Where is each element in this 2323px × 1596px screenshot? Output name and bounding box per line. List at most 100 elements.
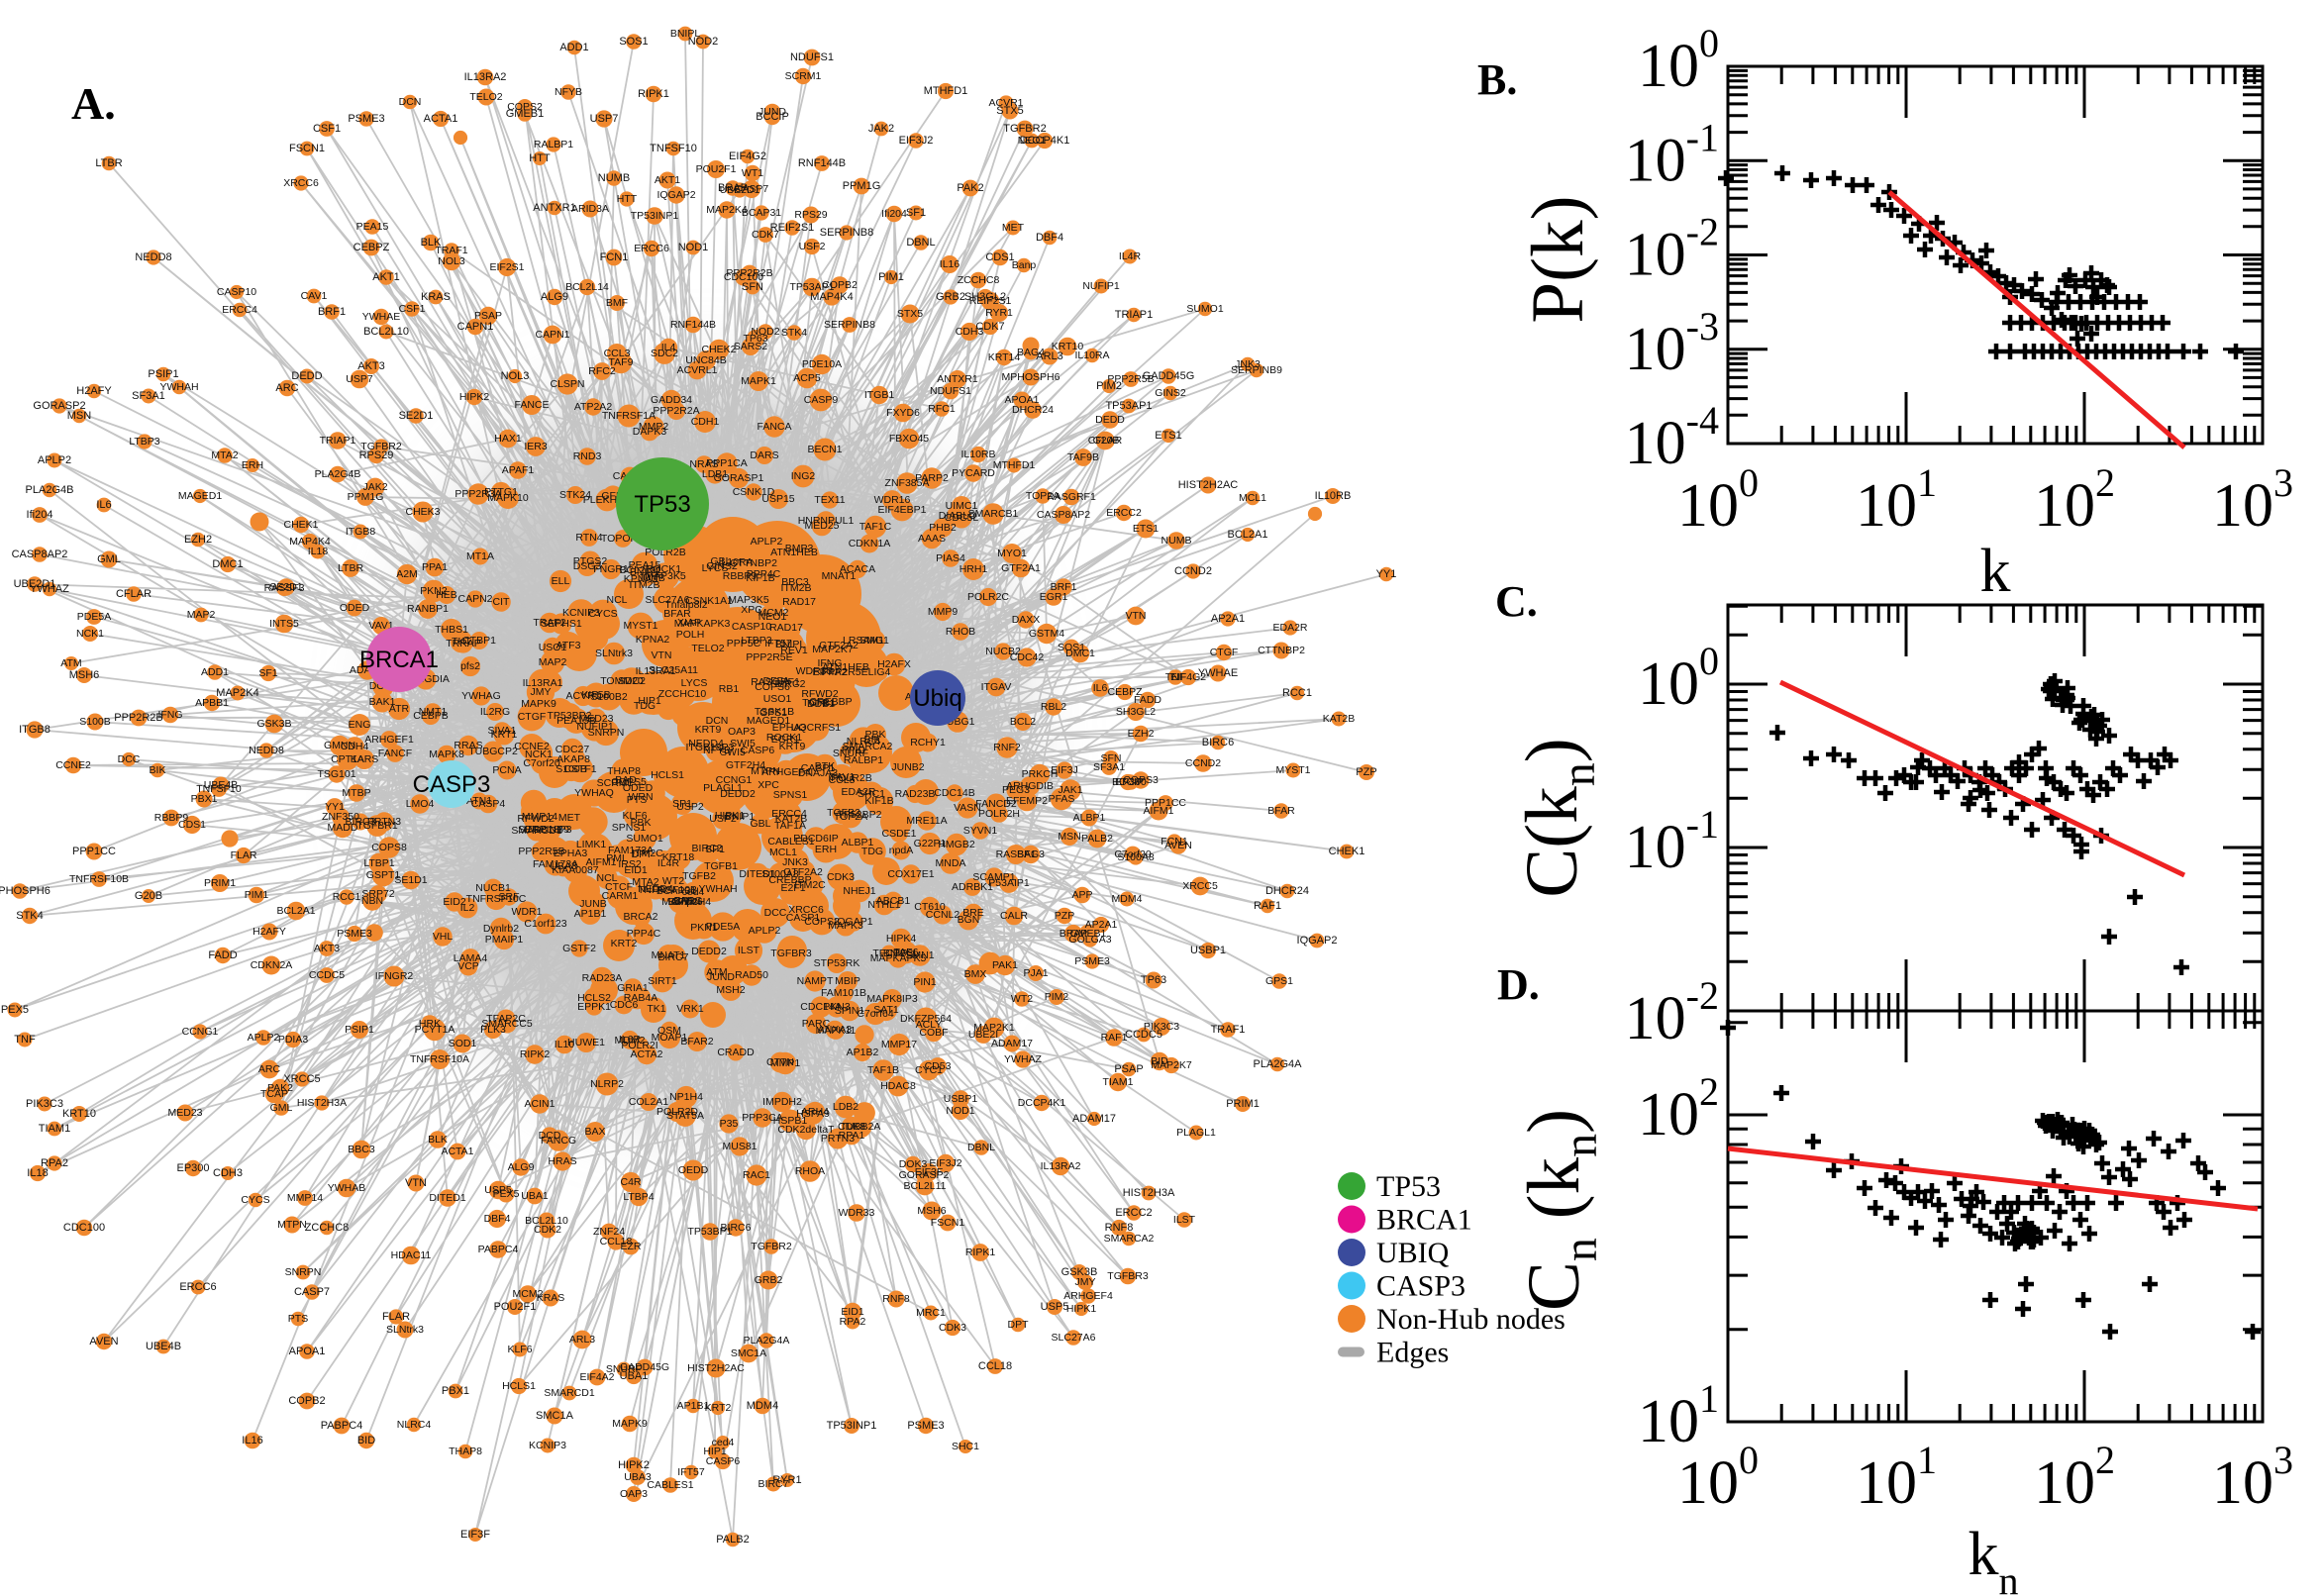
svg-text:PPP1CC: PPP1CC (72, 846, 116, 857)
svg-text:SPNS1: SPNS1 (773, 789, 808, 801)
svg-text:PBX1: PBX1 (442, 1385, 469, 1397)
svg-text:MAPKAPK3: MAPKAPK3 (674, 618, 731, 630)
svg-text:RFWD2: RFWD2 (517, 813, 554, 825)
svg-text:YWHAB: YWHAB (328, 1182, 366, 1194)
svg-text:COPS2: COPS2 (507, 101, 543, 113)
svg-text:IL10RA: IL10RA (718, 556, 753, 568)
svg-text:CASP3: CASP3 (1376, 1270, 1465, 1303)
svg-text:DCCP4K1: DCCP4K1 (1020, 135, 1070, 147)
svg-text:MSH6: MSH6 (917, 1205, 946, 1217)
svg-text:PDE10A: PDE10A (802, 358, 842, 370)
svg-text:SLC27A6: SLC27A6 (646, 594, 690, 606)
svg-text:MDM4: MDM4 (747, 1400, 778, 1412)
svg-text:APLP2: APLP2 (38, 454, 71, 466)
svg-text:CAPN1: CAPN1 (535, 329, 569, 341)
svg-text:SMARCD1: SMARCD1 (511, 825, 562, 837)
svg-text:PPP1CA: PPP1CA (706, 457, 747, 469)
svg-text:D.: D. (1497, 960, 1540, 1009)
svg-text:JNK3: JNK3 (782, 856, 808, 868)
svg-text:SMARCA2: SMARCA2 (1104, 1233, 1155, 1245)
svg-text:SERPINB9: SERPINB9 (1231, 364, 1282, 376)
svg-text:BCL2L10: BCL2L10 (363, 326, 409, 338)
svg-text:SMARCC5: SMARCC5 (481, 1018, 533, 1030)
svg-text:RAD17: RAD17 (782, 596, 816, 608)
svg-text:ITM2B: ITM2B (781, 582, 812, 594)
svg-text:ced4: ced4 (682, 886, 705, 898)
svg-text:PHB2: PHB2 (929, 522, 957, 534)
svg-text:CTTNBP2: CTTNBP2 (1258, 645, 1305, 656)
svg-text:BNIP1: BNIP1 (630, 566, 660, 578)
svg-text:REIF2S1: REIF2S1 (969, 295, 1012, 307)
svg-text:COX17E1: COX17E1 (887, 868, 934, 880)
svg-text:GSTF2: GSTF2 (562, 943, 596, 954)
svg-text:NBN: NBN (361, 895, 383, 907)
svg-text:PDCD6IP: PDCD6IP (793, 833, 839, 845)
svg-text:RBBP9: RBBP9 (723, 570, 758, 582)
svg-text:VTN: VTN (1126, 610, 1147, 622)
svg-text:GTF2H4: GTF2H4 (671, 896, 711, 908)
svg-text:WDR1: WDR1 (512, 906, 543, 918)
svg-text:RAD17: RAD17 (769, 622, 803, 634)
svg-text:pfs2: pfs2 (460, 660, 480, 672)
svg-text:APBB1: APBB1 (195, 697, 229, 709)
svg-text:TGFBR2: TGFBR2 (751, 1241, 792, 1252)
svg-text:EIF4G2: EIF4G2 (1170, 671, 1206, 683)
svg-text:KLF6: KLF6 (622, 810, 647, 822)
svg-text:SFN: SFN (1101, 752, 1122, 764)
svg-text:EPHA3: EPHA3 (554, 848, 588, 859)
svg-text:VTN: VTN (652, 649, 672, 661)
svg-text:NLRC4: NLRC4 (847, 736, 881, 748)
svg-text:NEO1: NEO1 (1018, 135, 1047, 147)
svg-text:MMP17: MMP17 (881, 1039, 917, 1050)
svg-text:TGFBR2: TGFBR2 (360, 441, 402, 452)
svg-text:PSAP: PSAP (474, 310, 502, 322)
svg-text:PSME3: PSME3 (1074, 955, 1110, 967)
svg-text:G20B: G20B (135, 890, 162, 902)
svg-text:GMEB1: GMEB1 (506, 108, 545, 120)
svg-text:VAV1: VAV1 (368, 620, 393, 632)
svg-text:ERCC6: ERCC6 (634, 243, 669, 254)
svg-text:CLSPN: CLSPN (550, 378, 584, 390)
svg-text:TNFRSF10B: TNFRSF10B (69, 873, 129, 885)
svg-text:HSPA9: HSPA9 (796, 1108, 830, 1120)
svg-text:CCDC5: CCDC5 (309, 969, 345, 981)
svg-text:DOK3: DOK3 (899, 1158, 928, 1170)
svg-text:GTF2A1: GTF2A1 (1001, 562, 1041, 574)
svg-text:FLAR: FLAR (231, 849, 257, 861)
svg-text:BCL2L14: BCL2L14 (565, 281, 609, 293)
svg-text:BCAP31: BCAP31 (742, 207, 781, 219)
svg-text:CDC100: CDC100 (63, 1222, 105, 1234)
svg-text:PIM1: PIM1 (245, 889, 269, 901)
svg-text:YY1: YY1 (325, 801, 345, 813)
svg-text:IL4R: IL4R (657, 857, 680, 869)
svg-text:CCDC5: CCDC5 (1125, 1029, 1162, 1041)
svg-text:EIF4EBP1: EIF4EBP1 (877, 504, 926, 516)
svg-text:MAGED1: MAGED1 (747, 715, 791, 727)
svg-text:PBK: PBK (630, 817, 651, 829)
svg-text:RASGRF1: RASGRF1 (1047, 491, 1096, 503)
svg-text:RCC1: RCC1 (1282, 687, 1312, 699)
svg-text:ITGB8: ITGB8 (19, 724, 50, 736)
svg-text:ITM2C: ITM2C (632, 848, 663, 859)
svg-text:HIP1: HIP1 (638, 695, 661, 707)
svg-text:USP5: USP5 (1041, 1301, 1069, 1313)
svg-text:THBS1: THBS1 (435, 624, 468, 636)
svg-text:BNIP3L: BNIP3L (883, 948, 919, 959)
svg-text:EIF3J: EIF3J (1051, 764, 1077, 776)
svg-text:Edges: Edges (1376, 1337, 1449, 1369)
svg-text:PPP2R5E: PPP2R5E (821, 666, 867, 678)
svg-text:ACIN1: ACIN1 (525, 1098, 556, 1110)
svg-text:GORASP2: GORASP2 (899, 1169, 950, 1181)
svg-text:CASP9: CASP9 (804, 394, 839, 406)
svg-text:UNC84B: UNC84B (685, 354, 726, 366)
svg-text:GADD45G: GADD45G (620, 1361, 669, 1373)
svg-text:PSAP: PSAP (1114, 1063, 1143, 1075)
svg-text:CDC14A: CDC14A (800, 1001, 841, 1013)
svg-text:SEPHS1: SEPHS1 (541, 618, 582, 630)
svg-text:SDC2: SDC2 (651, 348, 678, 359)
svg-text:PAK1: PAK1 (992, 959, 1018, 971)
svg-text:PDE5A: PDE5A (706, 921, 740, 933)
svg-text:POU2F1: POU2F1 (494, 1301, 537, 1313)
svg-text:NDUFS1: NDUFS1 (790, 51, 834, 63)
svg-text:WRN: WRN (628, 791, 653, 803)
